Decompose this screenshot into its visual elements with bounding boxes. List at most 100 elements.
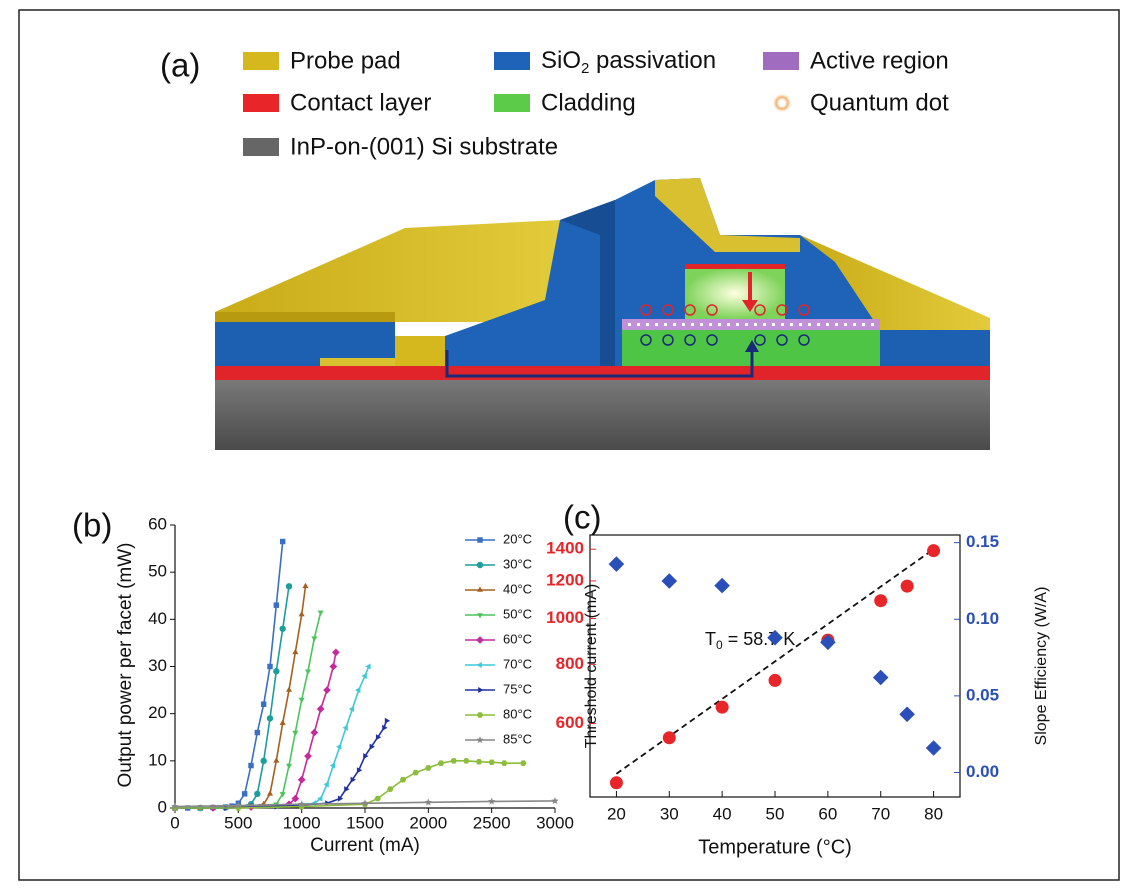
marker — [286, 763, 292, 770]
text: SiO — [541, 47, 581, 74]
device-diagram — [215, 178, 990, 450]
marker — [488, 759, 495, 765]
series-line — [175, 760, 524, 809]
marker — [463, 758, 470, 764]
x-axis-title: Temperature (°C) — [698, 836, 852, 858]
marker — [317, 795, 323, 802]
x-tick-label: 40 — [713, 804, 732, 823]
x-tick-label: 70 — [871, 804, 890, 823]
marker — [302, 582, 309, 589]
legend-text: Probe pad — [290, 47, 401, 74]
legend-marker — [476, 662, 482, 668]
marker — [254, 790, 261, 798]
x-tick-label: 0 — [170, 813, 179, 832]
marker — [248, 762, 254, 769]
marker — [662, 731, 676, 745]
figure-frame — [18, 9, 1120, 881]
x-tick-label: 3000 — [536, 813, 574, 832]
y-tick-label: 0 — [158, 797, 167, 816]
marker — [279, 792, 286, 798]
marker — [279, 719, 286, 725]
marker — [872, 669, 889, 686]
panel-label: (a) — [160, 47, 200, 84]
marker — [311, 636, 318, 642]
plot-frame — [589, 534, 961, 798]
marker — [363, 753, 369, 760]
x-tick-label: 1500 — [346, 813, 384, 832]
marker — [350, 776, 356, 783]
legend-text: Quantum dot — [810, 89, 949, 116]
marker — [925, 740, 942, 756]
marker — [286, 686, 292, 692]
marker — [355, 687, 361, 694]
marker — [273, 602, 280, 608]
marker — [305, 669, 311, 675]
swatch — [243, 94, 279, 112]
marker — [551, 797, 559, 804]
marker — [361, 799, 369, 807]
marker — [520, 760, 527, 766]
swatch — [494, 94, 530, 112]
subscript: 0 — [716, 638, 723, 652]
x-tick-label: 2000 — [409, 813, 447, 832]
marker — [317, 610, 324, 616]
x-tick-label: 1000 — [283, 813, 321, 832]
y-tick-label: 600 — [556, 713, 584, 732]
marker — [323, 686, 331, 694]
x-tick-label: 20 — [607, 804, 626, 823]
y2-tick-label: 0.05 — [966, 685, 999, 704]
legend-label: 60°C — [503, 631, 532, 646]
legend-marker — [476, 736, 484, 744]
text: passivation — [589, 47, 716, 74]
marker — [714, 577, 730, 594]
legend-label: 75°C — [503, 681, 532, 696]
panel-label: (b) — [72, 507, 112, 544]
marker — [304, 752, 312, 760]
marker — [273, 757, 280, 763]
y-tick-label: 10 — [148, 750, 167, 769]
marker — [171, 802, 179, 810]
y-axis-title: Threshold current (mA) — [583, 584, 600, 749]
marker — [356, 767, 363, 774]
marker — [820, 634, 836, 651]
marker — [899, 706, 915, 723]
y-tick-label: 1400 — [546, 539, 584, 558]
legend-label: 50°C — [503, 606, 532, 621]
marker — [399, 776, 407, 783]
marker — [266, 715, 274, 722]
marker — [329, 662, 338, 671]
marker — [336, 743, 342, 750]
series-line — [175, 586, 290, 809]
marker — [279, 538, 286, 545]
marker — [267, 790, 273, 796]
marker — [424, 798, 432, 806]
marker — [292, 730, 299, 737]
swatch — [243, 138, 279, 156]
marker — [501, 760, 508, 766]
y-tick-label: 60 — [148, 514, 167, 533]
series-line — [175, 586, 307, 809]
x-axis-title: Current (mA) — [310, 835, 420, 856]
marker — [298, 697, 305, 703]
marker — [767, 629, 783, 646]
marker — [927, 544, 941, 558]
marker — [900, 579, 914, 593]
marker — [273, 668, 280, 675]
marker — [297, 775, 306, 784]
swatch — [494, 52, 530, 70]
marker — [292, 648, 299, 655]
marker — [475, 759, 483, 765]
annotation: T0 = 58.7 K — [705, 629, 795, 652]
y-tick-label: 40 — [148, 609, 167, 628]
legend-text: SiO2 passivation — [541, 47, 716, 77]
marker — [298, 611, 305, 617]
marker — [254, 729, 261, 736]
text: T — [705, 629, 716, 649]
legend-text: InP-on-(001) Si substrate — [290, 133, 558, 160]
legend-label: 30°C — [503, 556, 532, 571]
marker — [348, 705, 355, 712]
marker — [375, 734, 382, 741]
marker — [369, 743, 375, 750]
y-tick-label: 50 — [148, 562, 167, 581]
